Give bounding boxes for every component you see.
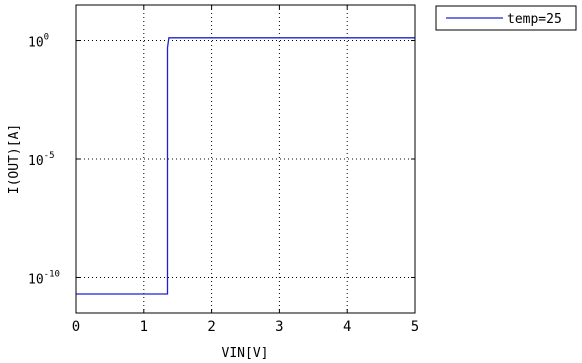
x-tick-label-5: 5 — [411, 319, 419, 335]
legend-label-temp25: temp=25 — [507, 12, 562, 27]
x-tick-label-1: 1 — [140, 319, 148, 335]
grid — [76, 5, 415, 313]
ticks — [75, 5, 416, 313]
y-tick-label-0: 100 — [28, 33, 49, 51]
x-tick-labels: 0 1 2 3 4 5 — [72, 319, 419, 335]
x-tick-label-0: 0 — [72, 319, 80, 335]
series-layer — [76, 37, 415, 295]
y-tick-label-2: 10-10 — [28, 269, 60, 287]
y-tick-labels: 100 10-5 10-10 — [28, 33, 60, 288]
y-tick-label-1: 10-5 — [28, 151, 55, 169]
x-tick-label-3: 3 — [275, 319, 283, 335]
y-axis-label: I(OUT)[A] — [7, 124, 22, 194]
legend: temp=25 — [435, 5, 577, 31]
x-tick-label-4: 4 — [343, 319, 351, 335]
series-line-0 — [76, 37, 415, 295]
x-axis-label: VIN[V] — [222, 346, 269, 361]
x-tick-label-2: 2 — [207, 319, 215, 335]
legend-box — [435, 5, 577, 31]
